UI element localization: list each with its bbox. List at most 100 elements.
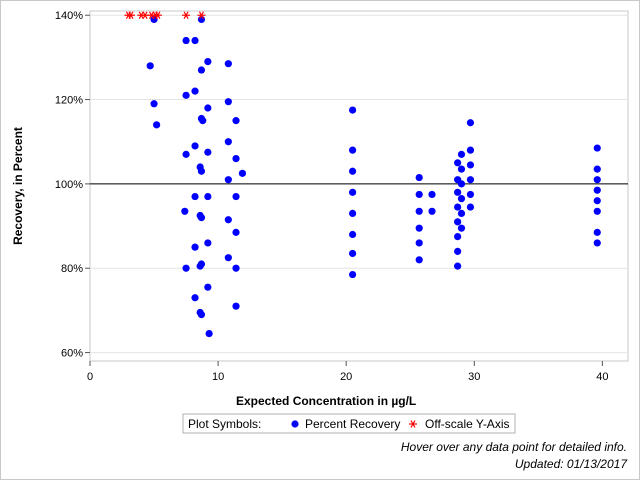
recovery-point — [232, 192, 240, 201]
y-axis: 60% 80% 100% 120% 140% — [55, 10, 90, 360]
recovery-point — [454, 247, 462, 255]
recovery-point — [348, 106, 357, 114]
recovery-point — [181, 207, 189, 215]
recovery-point — [454, 218, 462, 226]
recovery-point — [224, 254, 232, 262]
recovery-point — [348, 270, 357, 279]
y-tick-label: 80% — [61, 263, 83, 275]
recovery-point — [428, 207, 436, 215]
recovery-point — [415, 256, 423, 264]
recovery-point — [232, 117, 240, 125]
recovery-point — [182, 91, 190, 99]
x-tick-label: 30 — [468, 371, 480, 383]
data-points — [124, 11, 601, 338]
recovery-point — [204, 104, 212, 112]
recovery-point — [232, 228, 240, 236]
recovery-point — [191, 87, 199, 95]
recovery-point — [466, 119, 475, 127]
x-tick-label: 20 — [340, 371, 352, 383]
updated-footnote: Updated: 01/13/2017 — [514, 457, 627, 471]
recovery-point — [593, 197, 601, 205]
recovery-point — [348, 167, 357, 175]
plot-area-border — [89, 10, 629, 362]
recovery-point — [593, 239, 601, 247]
recovery-point — [232, 154, 240, 163]
recovery-point — [457, 224, 466, 232]
legend-box — [182, 413, 516, 434]
recovery-point — [182, 150, 190, 158]
recovery-point — [466, 161, 475, 169]
recovery-point — [224, 98, 232, 106]
recovery-point — [232, 264, 240, 272]
recovery-point — [232, 302, 240, 310]
hover-footnote: Hover over any data point for detailed i… — [400, 440, 627, 454]
recovery-point — [146, 62, 154, 70]
x-tick-label: 40 — [596, 371, 608, 383]
recovery-point — [454, 188, 462, 196]
y-tick-label: 60% — [61, 348, 83, 360]
recovery-point — [204, 192, 212, 201]
x-axis-title: Expected Concentration in µg/L — [236, 394, 416, 408]
off-scale-point — [126, 11, 135, 19]
recovery-point — [204, 283, 212, 291]
recovery-point — [196, 262, 204, 270]
y-tick-label: 100% — [55, 179, 83, 191]
recovery-point — [182, 264, 190, 272]
recovery-point — [197, 15, 206, 24]
recovery-point — [454, 262, 462, 270]
recovery-point — [197, 66, 206, 74]
recovery-point — [348, 188, 357, 196]
recovery-point — [428, 190, 436, 199]
recovery-point — [466, 190, 475, 199]
recovery-point — [348, 230, 357, 239]
legend-asterisk-marker — [409, 420, 417, 428]
recovery-point — [415, 239, 423, 247]
recovery-point — [593, 144, 601, 152]
recovery-point — [457, 180, 466, 188]
recovery-point — [204, 58, 212, 66]
recovery-point — [454, 203, 462, 211]
legend-circle-marker — [291, 420, 299, 428]
y-tick-label: 120% — [55, 95, 83, 107]
recovery-point — [415, 224, 423, 232]
recovery-point — [197, 214, 206, 222]
recovery-point — [238, 169, 247, 177]
recovery-point — [593, 165, 601, 173]
legend-entry-percent-recovery: Percent Recovery — [305, 417, 400, 431]
recovery-point — [466, 203, 475, 211]
recovery-point — [466, 176, 475, 184]
recovery-point — [593, 176, 601, 184]
recovery-point — [224, 176, 232, 184]
recovery-point — [457, 195, 466, 203]
off-scale-point — [182, 11, 191, 19]
recovery-point — [191, 142, 199, 150]
recovery-point — [150, 100, 158, 108]
recovery-point — [593, 207, 601, 215]
recovery-point — [466, 146, 475, 154]
recovery-point — [199, 117, 207, 125]
recovery-point — [197, 167, 206, 175]
legend: Plot Symbols: Percent Recovery Off-scale… — [182, 413, 516, 434]
recovery-point — [204, 148, 212, 156]
recovery-point — [191, 294, 199, 302]
recovery-point — [224, 216, 232, 224]
recovery-point — [348, 249, 357, 258]
off-scale-point — [153, 11, 162, 19]
recovery-point — [191, 192, 199, 201]
recovery-point — [224, 60, 232, 68]
recovery-point — [415, 173, 423, 182]
recovery-point — [454, 233, 462, 241]
recovery-point — [205, 329, 213, 338]
x-tick-label: 0 — [87, 371, 93, 383]
legend-entry-off-scale: Off-scale Y-Axis — [425, 417, 509, 431]
legend-title: Plot Symbols: — [188, 417, 261, 431]
recovery-point — [593, 228, 601, 236]
recovery-point — [197, 311, 206, 319]
recovery-point — [204, 239, 212, 247]
recovery-point — [457, 165, 466, 173]
recovery-point — [348, 146, 357, 154]
y-tick-label: 140% — [55, 10, 83, 22]
recovery-point — [415, 190, 423, 199]
